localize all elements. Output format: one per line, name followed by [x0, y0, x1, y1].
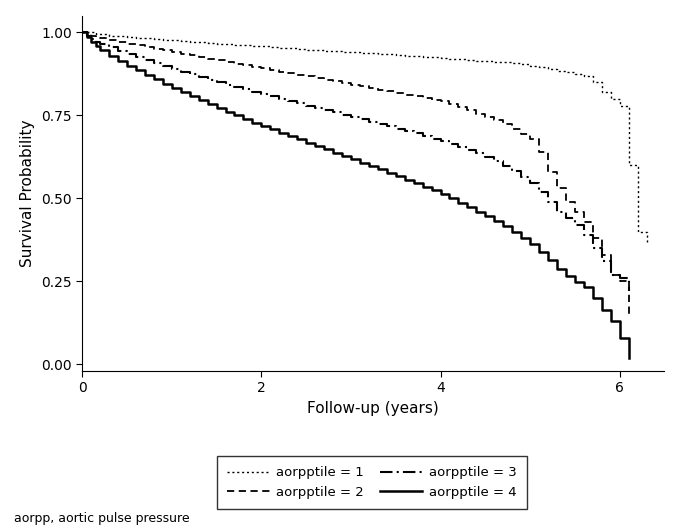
Y-axis label: Survival Probability: Survival Probability: [21, 120, 36, 267]
Legend: aorpptile = 1, aorpptile = 2, aorpptile = 3, aorpptile = 4: aorpptile = 1, aorpptile = 2, aorpptile …: [217, 456, 527, 509]
X-axis label: Follow-up (years): Follow-up (years): [308, 401, 439, 416]
Text: aorpp, aortic pulse pressure: aorpp, aortic pulse pressure: [14, 511, 189, 525]
